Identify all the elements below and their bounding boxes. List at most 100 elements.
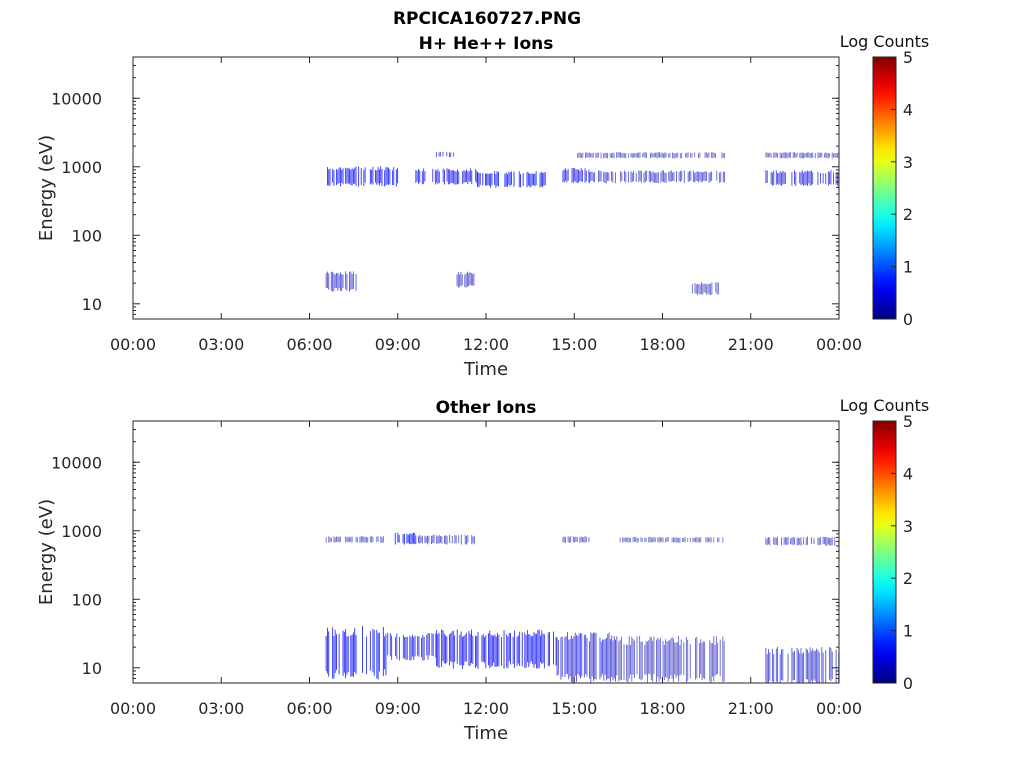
data-stripe bbox=[786, 152, 788, 158]
data-stripe bbox=[672, 172, 674, 181]
data-stripe bbox=[395, 637, 396, 657]
data-stripe bbox=[718, 537, 720, 543]
data-stripe bbox=[666, 641, 668, 678]
data-stripe bbox=[537, 629, 539, 669]
data-stripe bbox=[592, 172, 594, 182]
data-stripe bbox=[705, 171, 707, 181]
data-stripe bbox=[543, 634, 545, 669]
data-stripe bbox=[369, 536, 371, 543]
data-stripe bbox=[635, 172, 637, 183]
data-stripe bbox=[337, 536, 339, 542]
data-band bbox=[556, 632, 618, 683]
data-stripe bbox=[504, 173, 506, 187]
data-stripe bbox=[442, 168, 444, 183]
data-stripe bbox=[472, 274, 474, 286]
data-stripe bbox=[542, 172, 544, 188]
data-stripe bbox=[475, 168, 477, 182]
data-stripe bbox=[562, 536, 564, 543]
data-stripe bbox=[630, 645, 631, 675]
colorbar-title: Log Counts bbox=[840, 396, 930, 415]
data-stripe bbox=[513, 630, 515, 668]
data-stripe bbox=[808, 152, 810, 158]
data-stripe bbox=[349, 537, 350, 542]
data-stripe bbox=[665, 537, 667, 543]
data-stripe bbox=[325, 536, 327, 543]
data-stripe bbox=[469, 272, 471, 285]
x-tick-label: 09:00 bbox=[375, 699, 421, 718]
data-band bbox=[387, 632, 437, 661]
data-stripe bbox=[800, 537, 802, 546]
data-stripe bbox=[471, 629, 472, 664]
data-stripe bbox=[567, 168, 569, 181]
data-stripe bbox=[613, 636, 615, 679]
data-stripe bbox=[685, 153, 686, 158]
data-stripe bbox=[649, 536, 651, 543]
data-stripe bbox=[677, 152, 679, 158]
data-stripe bbox=[671, 537, 673, 543]
data-stripe bbox=[481, 635, 483, 662]
data-stripe bbox=[706, 284, 708, 295]
data-stripe bbox=[496, 171, 498, 187]
data-stripe bbox=[610, 153, 612, 158]
x-tick-label: 00:00 bbox=[110, 699, 156, 718]
data-stripe bbox=[771, 172, 773, 186]
data-stripe bbox=[695, 637, 696, 680]
data-stripe bbox=[579, 537, 581, 543]
data-stripe bbox=[566, 170, 568, 183]
data-stripe bbox=[627, 171, 629, 183]
data-stripe bbox=[437, 536, 439, 545]
data-stripe bbox=[645, 537, 647, 542]
data-stripe bbox=[644, 537, 646, 543]
colorbar-tick-label: 4 bbox=[903, 464, 913, 483]
data-band bbox=[326, 166, 399, 187]
data-stripe bbox=[603, 639, 605, 681]
data-stripe bbox=[637, 537, 639, 542]
data-stripe bbox=[791, 537, 793, 545]
data-stripe bbox=[460, 271, 462, 286]
data-stripe bbox=[378, 633, 380, 672]
data-stripe bbox=[544, 171, 546, 186]
data-stripe bbox=[436, 170, 438, 183]
data-stripe bbox=[413, 636, 415, 661]
data-stripe bbox=[522, 173, 524, 186]
data-stripe bbox=[417, 636, 419, 656]
data-stripe bbox=[620, 152, 621, 158]
data-stripe bbox=[336, 536, 337, 542]
data-stripe bbox=[477, 631, 479, 669]
data-stripe bbox=[829, 172, 831, 185]
data-stripe bbox=[562, 170, 564, 183]
data-stripe bbox=[376, 629, 378, 679]
data-stripe bbox=[414, 532, 416, 544]
data-stripe bbox=[717, 537, 719, 543]
data-stripe bbox=[449, 534, 451, 543]
data-stripe bbox=[766, 654, 768, 683]
data-stripe bbox=[775, 538, 777, 545]
data-stripe bbox=[572, 536, 574, 543]
data-stripe bbox=[827, 153, 829, 159]
data-stripe bbox=[710, 283, 712, 295]
data-stripe bbox=[713, 152, 715, 158]
data-stripe bbox=[580, 632, 581, 679]
data-stripe bbox=[416, 170, 418, 182]
data-stripe bbox=[773, 536, 775, 545]
data-stripe bbox=[826, 152, 828, 159]
data-band bbox=[325, 536, 384, 543]
data-stripe bbox=[777, 536, 779, 546]
data-stripe bbox=[643, 152, 645, 158]
data-stripe bbox=[702, 641, 704, 679]
data-stripe bbox=[648, 640, 650, 674]
data-stripe bbox=[697, 283, 699, 295]
data-stripe bbox=[783, 152, 785, 159]
data-stripe bbox=[650, 637, 652, 681]
data-stripe bbox=[673, 153, 675, 159]
data-stripe bbox=[799, 538, 801, 545]
data-stripe bbox=[391, 635, 393, 660]
data-stripe bbox=[418, 168, 419, 184]
data-stripe bbox=[717, 282, 719, 295]
data-stripe bbox=[369, 169, 371, 185]
data-stripe bbox=[792, 536, 794, 546]
data-stripe bbox=[689, 170, 690, 182]
data-stripe bbox=[333, 170, 335, 186]
data-stripe bbox=[332, 271, 334, 292]
data-stripe bbox=[426, 634, 428, 656]
